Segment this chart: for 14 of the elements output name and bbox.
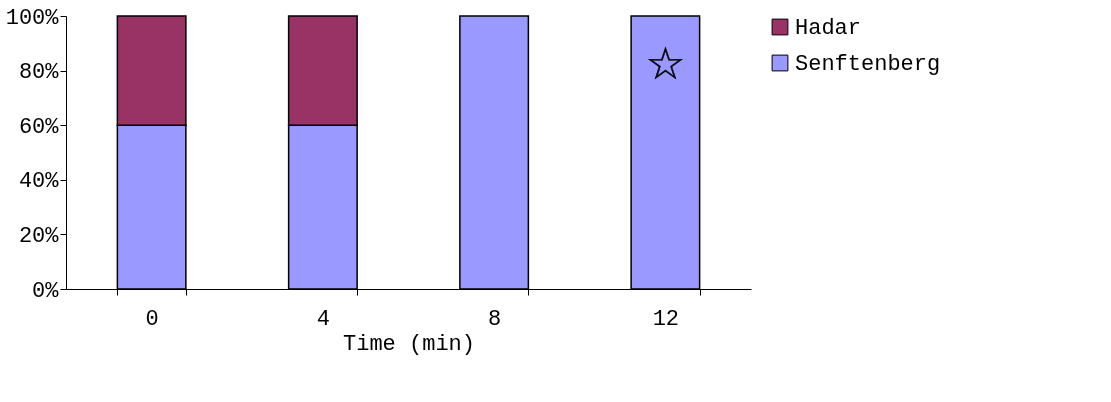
legend-label: Senftenberg xyxy=(795,52,941,77)
x-tick-label: 8 xyxy=(488,306,502,332)
y-tick-label: 40% xyxy=(18,169,60,195)
annotation: ☆ xyxy=(645,38,686,89)
x-tick-label: 0 xyxy=(145,306,159,332)
legend-label: Hadar xyxy=(795,16,862,41)
y-tick-label: 60% xyxy=(18,114,60,140)
x-tick-label: 12 xyxy=(652,306,680,332)
y-tick-label: 0% xyxy=(32,278,60,304)
y-tick-label: 100% xyxy=(5,5,60,31)
y-tick-label: 80% xyxy=(18,60,60,86)
y-tick-label: 20% xyxy=(18,223,60,249)
x-tick-label: 4 xyxy=(316,306,330,332)
x-axis-title: Time (min) xyxy=(342,331,476,357)
